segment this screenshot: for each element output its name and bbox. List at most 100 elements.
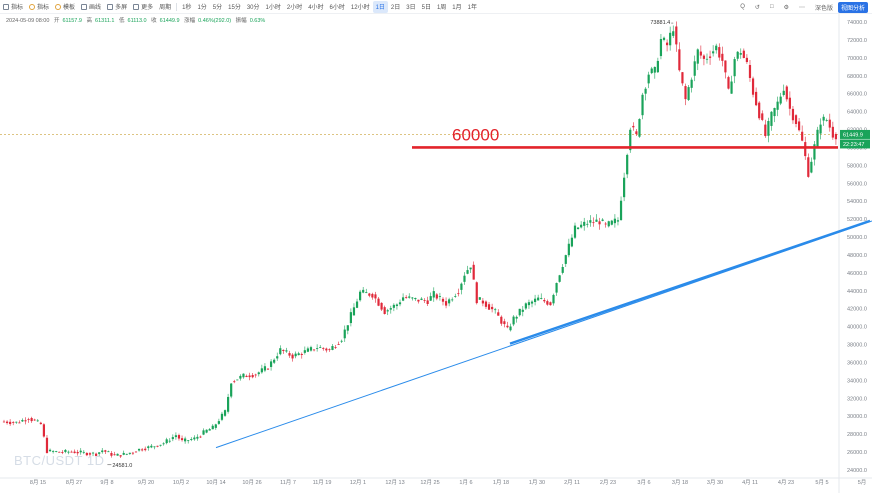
x-tick-label: 2月 23: [600, 479, 616, 486]
y-tick-label: 34000.0: [847, 378, 867, 384]
interval-17[interactable]: 1日: [372, 0, 388, 13]
toolbar-tool-4[interactable]: 多屏: [104, 1, 130, 13]
toolbar-label: 30分: [246, 5, 260, 11]
x-tick-label: 8月 15: [30, 479, 46, 486]
toolbar-tool-1[interactable]: 指标: [26, 1, 52, 13]
tool-icon: [55, 3, 62, 10]
toolbar-label: 1秒: [182, 5, 192, 11]
candle-body: [334, 347, 337, 348]
interval-9[interactable]: 5分: [210, 1, 225, 13]
toolbar-tool-3[interactable]: 画线: [78, 1, 104, 13]
high-label: 高: [86, 18, 93, 24]
close-label: 收: [151, 18, 157, 24]
interval-20[interactable]: 5日: [419, 1, 434, 13]
candle-body: [184, 438, 187, 442]
change-value: 0.46%(292.0): [198, 18, 232, 24]
candle-body: [718, 47, 721, 58]
candle-body: [702, 55, 706, 59]
candle-body: [316, 348, 319, 349]
candle-body: [804, 142, 807, 157]
candle-body: [644, 88, 647, 94]
theme-toggle[interactable]: 深色版: [814, 5, 833, 12]
candle-body: [457, 293, 460, 295]
candle-body: [42, 424, 46, 437]
interval-19[interactable]: 3日: [403, 1, 418, 13]
candle-body: [767, 121, 770, 136]
toolbar-label: 1周: [436, 5, 447, 11]
candle-body: [693, 61, 696, 76]
interval-14[interactable]: 4小时: [305, 1, 326, 13]
candle-body: [451, 299, 454, 301]
toolbar-tool-6[interactable]: 周期: [156, 1, 174, 13]
candle-body: [85, 452, 88, 456]
candle-body: [15, 421, 18, 423]
candle-body: [782, 90, 785, 96]
toolbar-label: 12小时: [350, 5, 370, 11]
candle-body: [113, 454, 116, 456]
settings-icon[interactable]: ⚙: [783, 4, 789, 11]
toolbar-tool-5[interactable]: 更多: [130, 1, 156, 13]
candle-body: [285, 350, 288, 352]
interval-11[interactable]: 30分: [244, 1, 263, 13]
candle-body: [475, 282, 478, 304]
interval-13[interactable]: 2小时: [284, 1, 305, 13]
candle-body: [24, 420, 27, 422]
candle-body: [527, 302, 531, 306]
candle-body: [168, 440, 171, 442]
candle-body: [101, 450, 104, 453]
candle-body: [533, 298, 537, 302]
candle-body: [64, 449, 67, 452]
candle-body: [681, 72, 684, 84]
interval-16[interactable]: 12小时: [348, 1, 373, 13]
candle-body: [607, 221, 610, 227]
trend-line[interactable]: [509, 219, 871, 345]
candle-body: [441, 298, 445, 302]
more-icon[interactable]: ⋯: [798, 4, 805, 11]
candle-body: [349, 312, 352, 324]
tool-icon: [133, 3, 140, 10]
interval-23[interactable]: 1年: [465, 1, 480, 13]
x-tick-label: 12月 13: [385, 479, 404, 486]
search-icon[interactable]: Q: [740, 4, 745, 10]
candle-body: [512, 316, 515, 325]
candle-body: [650, 68, 653, 74]
interval-15[interactable]: 6小时: [327, 1, 348, 13]
interval-12[interactable]: 1小时: [263, 1, 284, 13]
candle-body: [150, 445, 153, 448]
refresh-icon[interactable]: ↺: [754, 4, 760, 11]
interval-22[interactable]: 1月: [449, 1, 464, 13]
candle-body: [432, 291, 435, 298]
fullscreen-icon[interactable]: □: [769, 4, 774, 10]
candle-body: [82, 451, 85, 453]
candle-body: [254, 374, 257, 376]
toolbar-tool-2[interactable]: 模板: [52, 1, 78, 13]
x-tick-label: 11月 19: [313, 479, 332, 486]
candle-body: [733, 59, 736, 77]
toolbar-label: 多屏: [115, 5, 128, 11]
y-tick-label: 30000.0: [847, 414, 867, 420]
toolbar-label: 模板: [63, 5, 76, 11]
candle-body: [279, 348, 282, 355]
interval-10[interactable]: 15分: [225, 1, 244, 13]
candle-body: [764, 124, 767, 137]
candle-body: [128, 452, 131, 454]
candle-body: [245, 375, 248, 378]
interval-18[interactable]: 2日: [388, 1, 403, 13]
view-analysis-button[interactable]: 视图分析: [837, 1, 868, 13]
open-value: 61157.9: [62, 18, 82, 24]
y-tick-label: 48000.0: [847, 253, 867, 259]
candle-body: [503, 321, 506, 325]
toolbar-label: 1年: [467, 5, 477, 11]
toolbar-tool-0[interactable]: 指标: [0, 1, 26, 13]
candle-body: [405, 297, 408, 298]
candle-body: [122, 452, 125, 455]
interval-8[interactable]: 1分: [194, 1, 209, 13]
y-tick-label: 42000.0: [847, 307, 867, 313]
change-label: 涨幅: [184, 18, 196, 24]
interval-21[interactable]: 1周: [434, 1, 449, 13]
candle-body: [98, 452, 101, 454]
interval-7[interactable]: 1秒: [179, 1, 194, 13]
candle-body: [540, 297, 543, 299]
candle-body: [586, 223, 589, 225]
